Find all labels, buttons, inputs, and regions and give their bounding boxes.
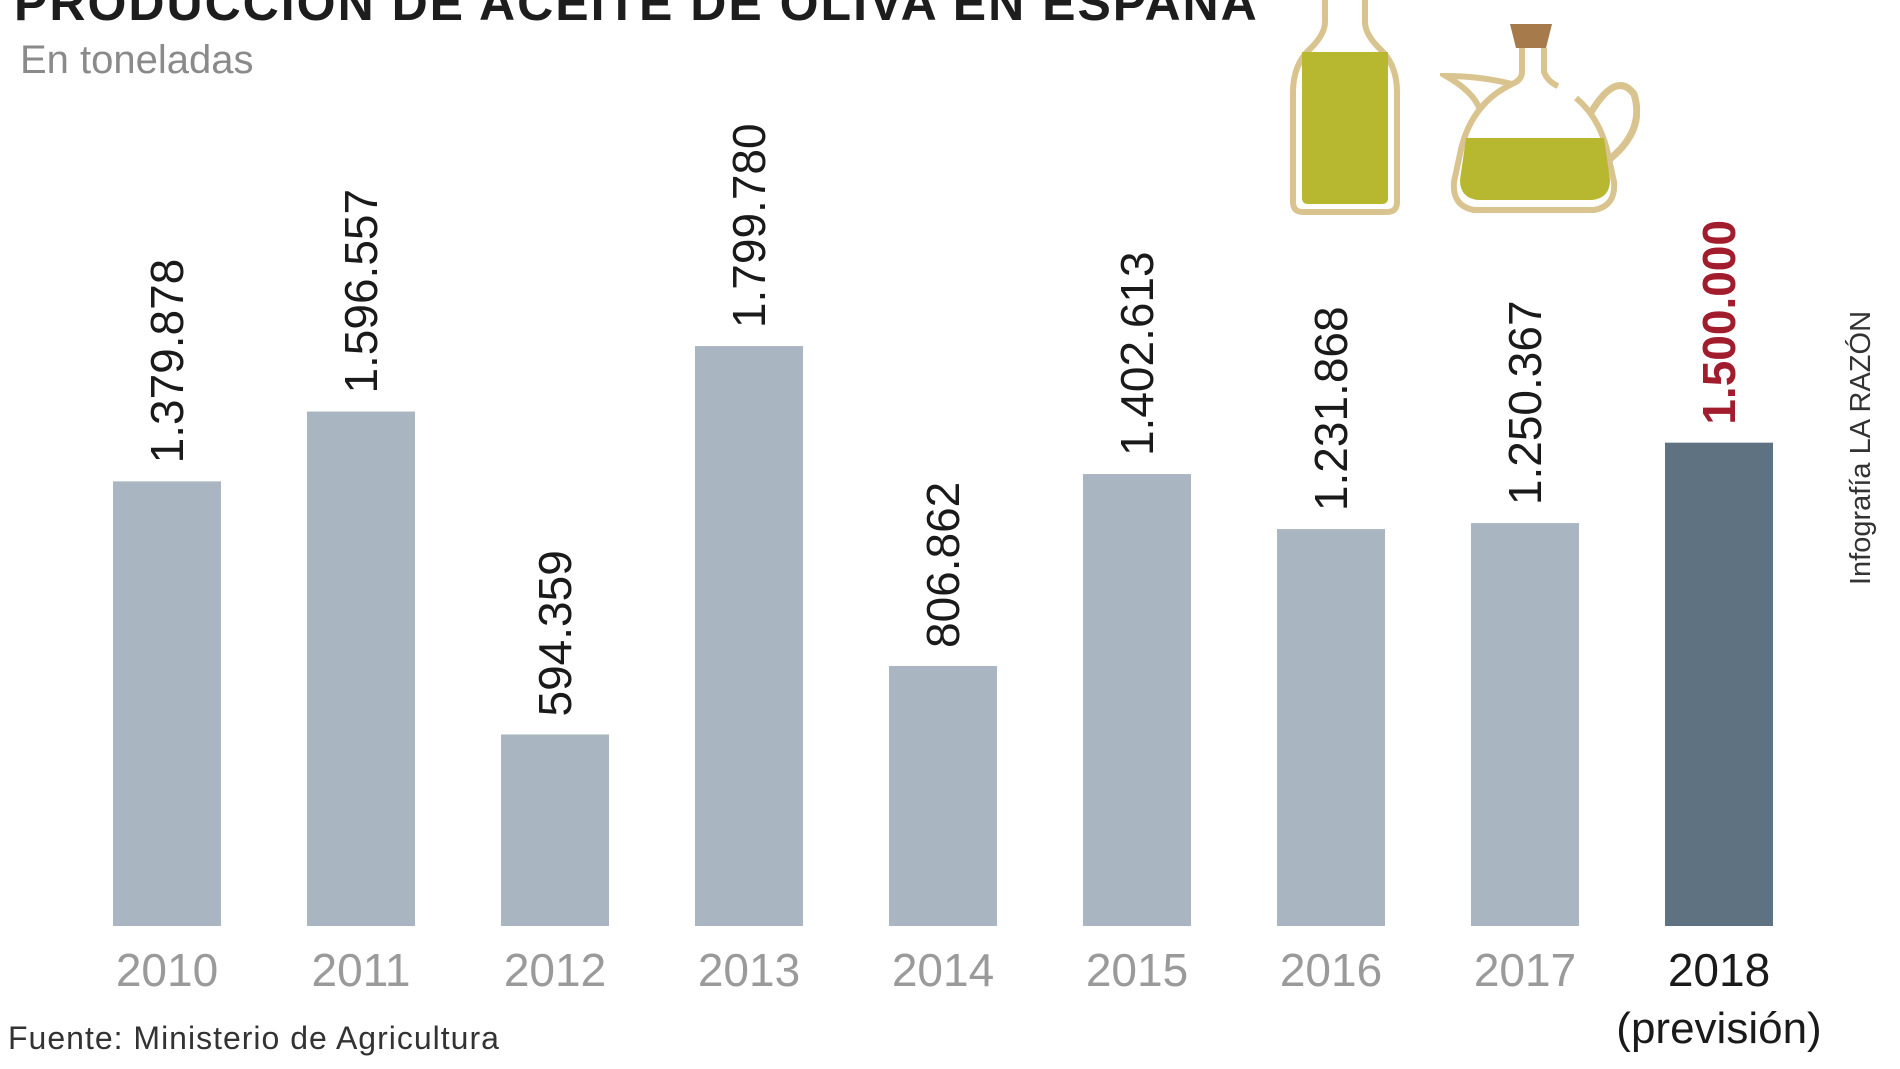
tick-note-2018: (previsión) <box>1616 1004 1821 1053</box>
bar-2015 <box>1083 474 1191 926</box>
bar-2012 <box>501 734 609 926</box>
tick-label-2015: 2015 <box>1086 944 1188 996</box>
tick-label-2017: 2017 <box>1474 944 1576 996</box>
oil-cruet-icon <box>1440 24 1640 213</box>
tick-label-2012: 2012 <box>504 944 606 996</box>
tick-label-2010: 2010 <box>116 944 218 996</box>
oil-bottle-icon <box>1290 0 1400 215</box>
bar-2010 <box>113 481 221 926</box>
value-label-2011: 1.596.557 <box>335 189 387 394</box>
value-label-2010: 1.379.878 <box>141 259 193 464</box>
value-label-2016: 1.231.868 <box>1305 306 1357 511</box>
tick-label-2011: 2011 <box>312 944 411 996</box>
bar-2016 <box>1277 529 1385 926</box>
bar-2013 <box>695 346 803 926</box>
bar-2018 <box>1665 442 1773 926</box>
tick-label-2016: 2016 <box>1280 944 1382 996</box>
value-label-2012: 594.359 <box>529 550 581 716</box>
bar-2017 <box>1471 523 1579 926</box>
source-note: Fuente: Ministerio de Agricultura <box>8 1020 500 1056</box>
tick-label-2018: 2018 <box>1668 944 1770 996</box>
value-label-2015: 1.402.613 <box>1111 251 1163 456</box>
value-label-2013: 1.799.780 <box>723 123 775 328</box>
bar-2011 <box>307 411 415 927</box>
value-label-2014: 806.862 <box>917 482 969 648</box>
credit-note: Infografía LA RAZÓN <box>1845 310 1877 585</box>
chart-subtitle: En toneladas <box>20 38 254 82</box>
tick-label-2014: 2014 <box>892 944 994 996</box>
tick-label-2013: 2013 <box>698 944 800 996</box>
chart-title: PRODUCCIÓN DE ACEITE DE OLIVA EN ESPAÑA <box>14 0 1259 31</box>
value-label-2018: 1.500.000 <box>1693 220 1745 425</box>
value-label-2017: 1.250.367 <box>1499 300 1551 505</box>
bar-2014 <box>889 666 997 926</box>
